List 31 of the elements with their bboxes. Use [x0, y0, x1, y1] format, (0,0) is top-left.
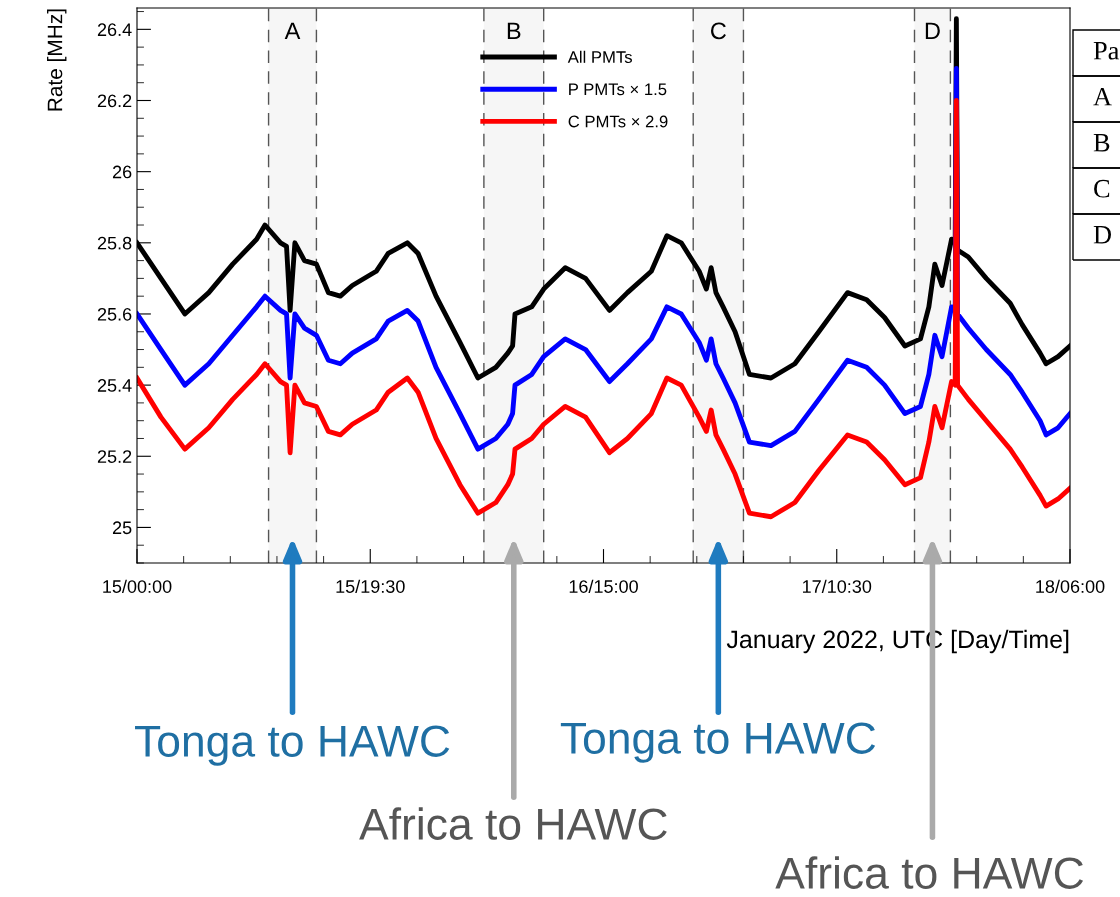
text: C [1094, 179, 1110, 198]
line-series [137, 98, 1070, 520]
legend-label: All PMTs [567, 50, 632, 63]
x-tick-label: 18/06:00 [1036, 579, 1105, 593]
text: A [1093, 87, 1112, 106]
band-label: D [925, 22, 940, 40]
y-tick-label: 25.8 [97, 236, 132, 250]
y-tick-label: 25 [112, 521, 132, 535]
x-tick-label: 15/19:30 [336, 579, 405, 593]
band-label: A [284, 22, 301, 40]
text: Tonga to HAWC [560, 722, 876, 763]
y-tick-label: 26.2 [97, 94, 132, 108]
y-tick-label: 25.2 [97, 450, 132, 463]
band-label: C [711, 22, 726, 40]
legend-label: C PMTs × 2.9 [568, 115, 668, 128]
text: Africa to HAWC [359, 807, 667, 840]
band-label: B [507, 22, 521, 40]
x-tick-label: 15/00:00 [103, 579, 172, 593]
text: Africa to HAWC [775, 856, 1084, 889]
text: Pa [1093, 42, 1120, 60]
text: D [1093, 226, 1111, 244]
y-tick-label: 25.4 [97, 379, 132, 392]
x-tick-label: 17/10:30 [802, 579, 872, 593]
text: Tonga to HAWC [135, 725, 450, 766]
x-tick-label: 16/15:00 [569, 579, 638, 593]
y-tick-label: 25.6 [97, 307, 132, 321]
y-tick-label: 26 [112, 165, 132, 179]
text: B [1093, 134, 1110, 152]
y-axis-title: Rate [MHz] [47, 9, 67, 111]
legend-label: P PMTs × 1.5 [569, 83, 667, 96]
y-tick-label: 26.4 [97, 23, 132, 37]
